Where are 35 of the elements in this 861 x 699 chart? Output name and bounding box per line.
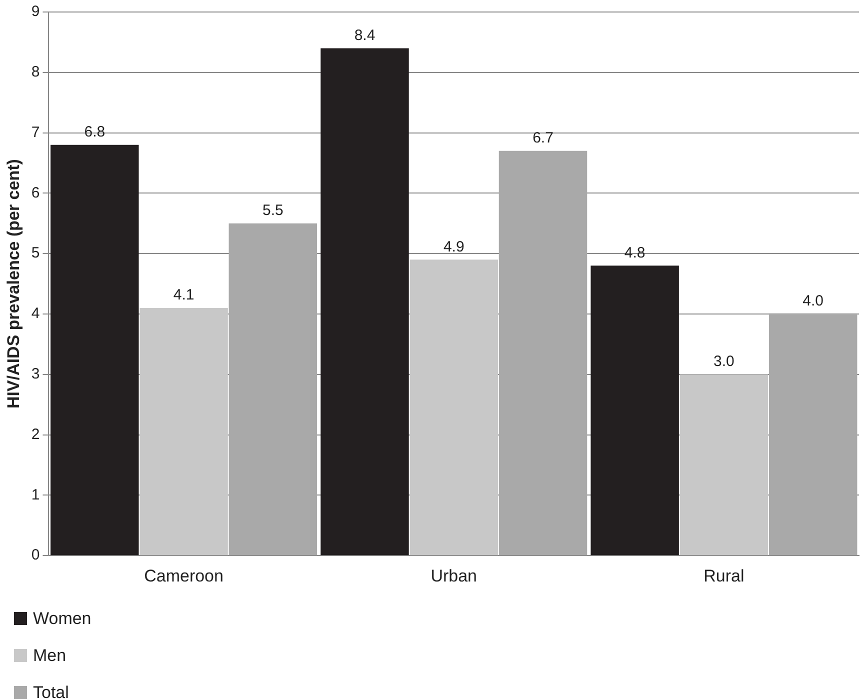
data-label: 3.0 [714,353,734,370]
y-tick-label: 6 [31,184,40,202]
bar [590,266,679,556]
data-label: 4.1 [173,286,194,304]
data-label: 5.5 [262,202,284,220]
bar [410,260,498,556]
legend-label: Men [33,646,66,666]
bar [140,308,228,556]
data-label: 4.9 [443,238,464,256]
x-tick-label: Rural [704,566,744,586]
data-label: 6.8 [84,124,106,141]
y-tick-label: 2 [31,426,40,443]
bar [50,144,139,556]
data-label: 6.7 [532,130,554,147]
bar [768,314,858,556]
bar [320,48,409,556]
bar [498,150,588,556]
data-label: 4.8 [624,244,646,262]
y-tick-label: 9 [31,3,40,20]
y-tick-label: 1 [31,486,40,504]
data-label: 8.4 [354,26,376,44]
bar [228,223,318,556]
x-tick-label: Cameroon [144,566,224,586]
y-tick-label: 7 [31,124,40,141]
legend-label: Total [33,682,69,699]
legend-label: Women [33,608,92,628]
bar [680,374,768,556]
data-label: 4.0 [802,292,824,310]
x-tick-label: Urban [430,566,478,586]
y-tick-label: 4 [31,305,40,322]
y-tick-label: 8 [31,64,40,81]
y-axis-title: HIV/AIDS prevalence (per cent) [4,159,23,409]
y-tick-label: 0 [31,546,40,564]
y-tick-label: 3 [31,366,40,383]
y-tick-label: 5 [31,244,40,262]
